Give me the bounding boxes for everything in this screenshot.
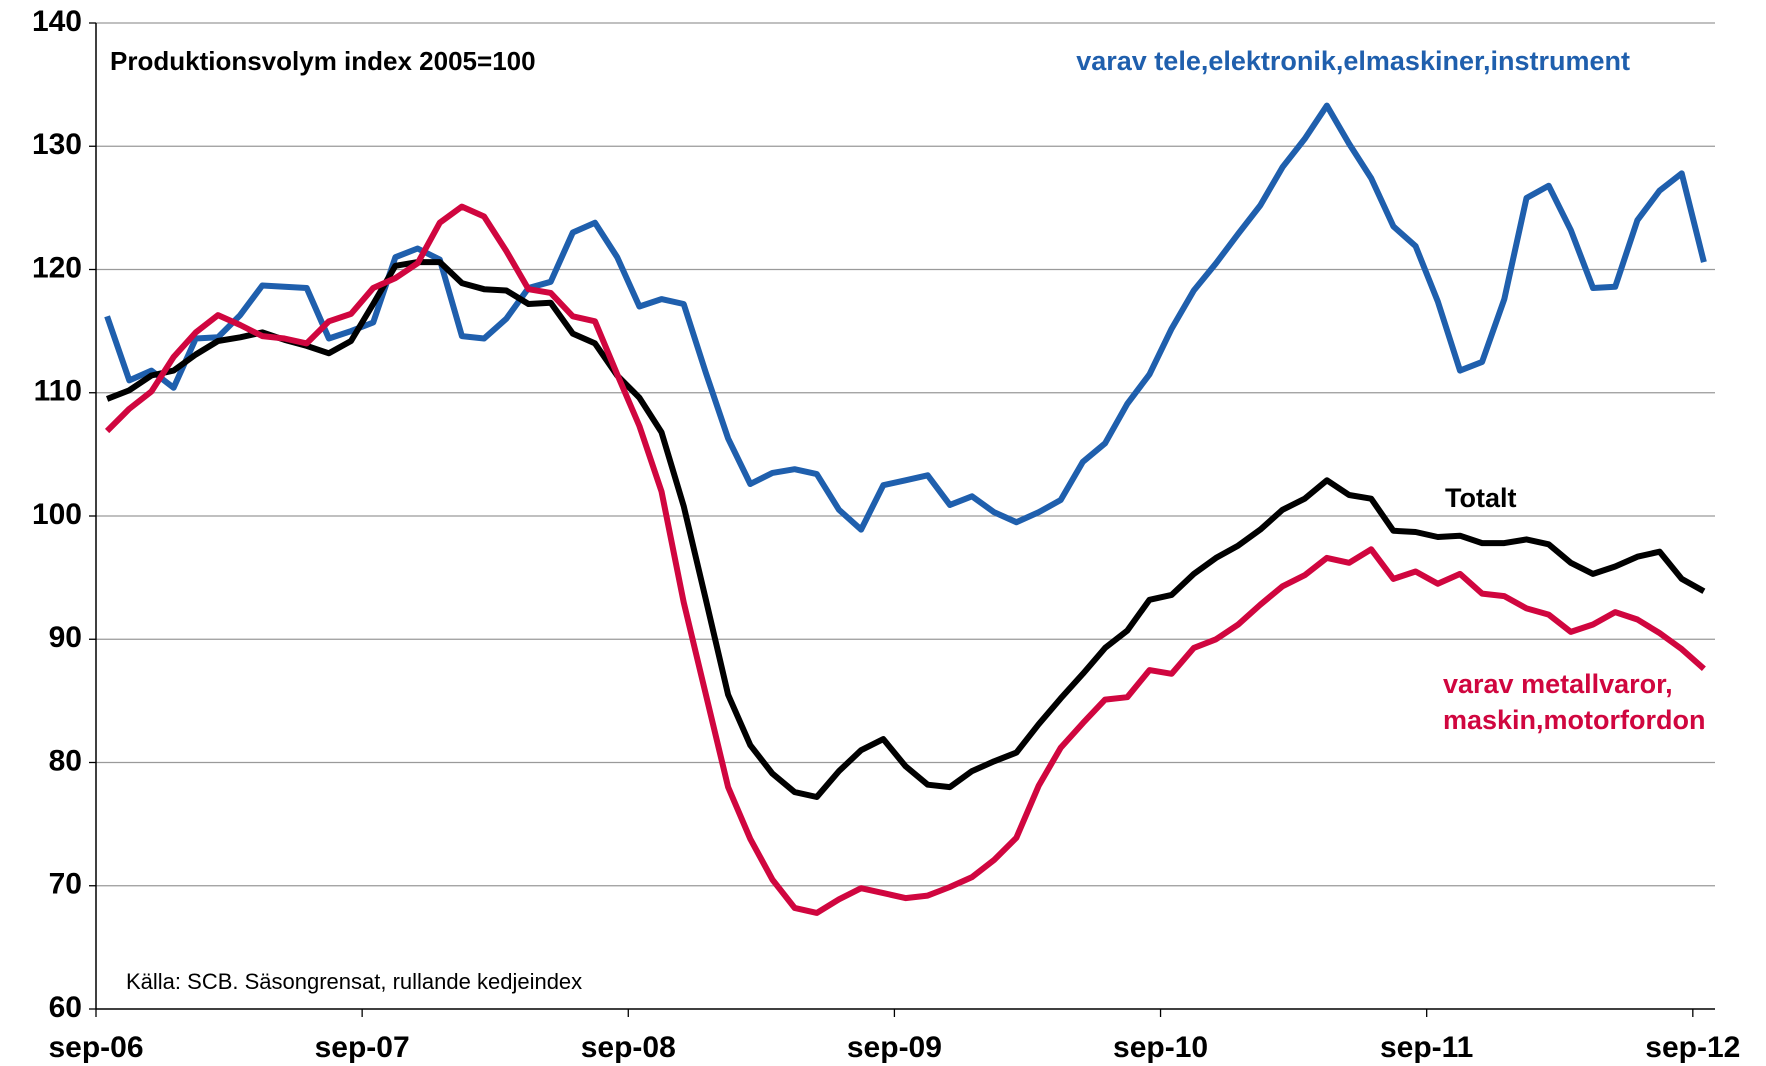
y-tick-label: 100 <box>32 498 82 531</box>
series-label: varav metallvaror, maskin,motorfordon <box>1443 669 1706 735</box>
x-tick-label: sep-07 <box>315 1031 410 1064</box>
x-tick-label: sep-12 <box>1645 1031 1740 1064</box>
y-tick-label: 110 <box>34 375 82 408</box>
y-tick-label: 120 <box>32 251 82 284</box>
y-tick-label: 60 <box>49 991 82 1024</box>
chart-subtitle: Produktionsvolym index 2005=100 <box>110 46 536 76</box>
x-tick-label: sep-11 <box>1380 1031 1473 1064</box>
series-line <box>104 203 1706 916</box>
x-tick-label: sep-09 <box>847 1031 942 1064</box>
series-label-line: maskin,motorfordon <box>1443 705 1706 735</box>
y-tick-label: 130 <box>32 128 82 161</box>
y-tick-label: 140 <box>32 5 82 38</box>
y-tick-label: 80 <box>49 744 82 777</box>
series-line <box>106 259 1706 800</box>
x-tick-label: sep-10 <box>1113 1031 1208 1064</box>
x-tick-label: sep-08 <box>581 1031 676 1064</box>
x-tick-label: sep-06 <box>48 1031 143 1064</box>
series-label: Totalt <box>1445 483 1516 513</box>
source-note: Källa: SCB. Säsongrensat, rullande kedje… <box>126 969 582 994</box>
series-label-line: varav metallvaror, <box>1443 669 1673 699</box>
y-tick-label: 70 <box>49 868 82 901</box>
series-label: varav tele,elektronik,elmaskiner,instrum… <box>1076 46 1630 76</box>
series-line <box>104 102 1707 533</box>
y-tick-label: 90 <box>49 621 82 654</box>
